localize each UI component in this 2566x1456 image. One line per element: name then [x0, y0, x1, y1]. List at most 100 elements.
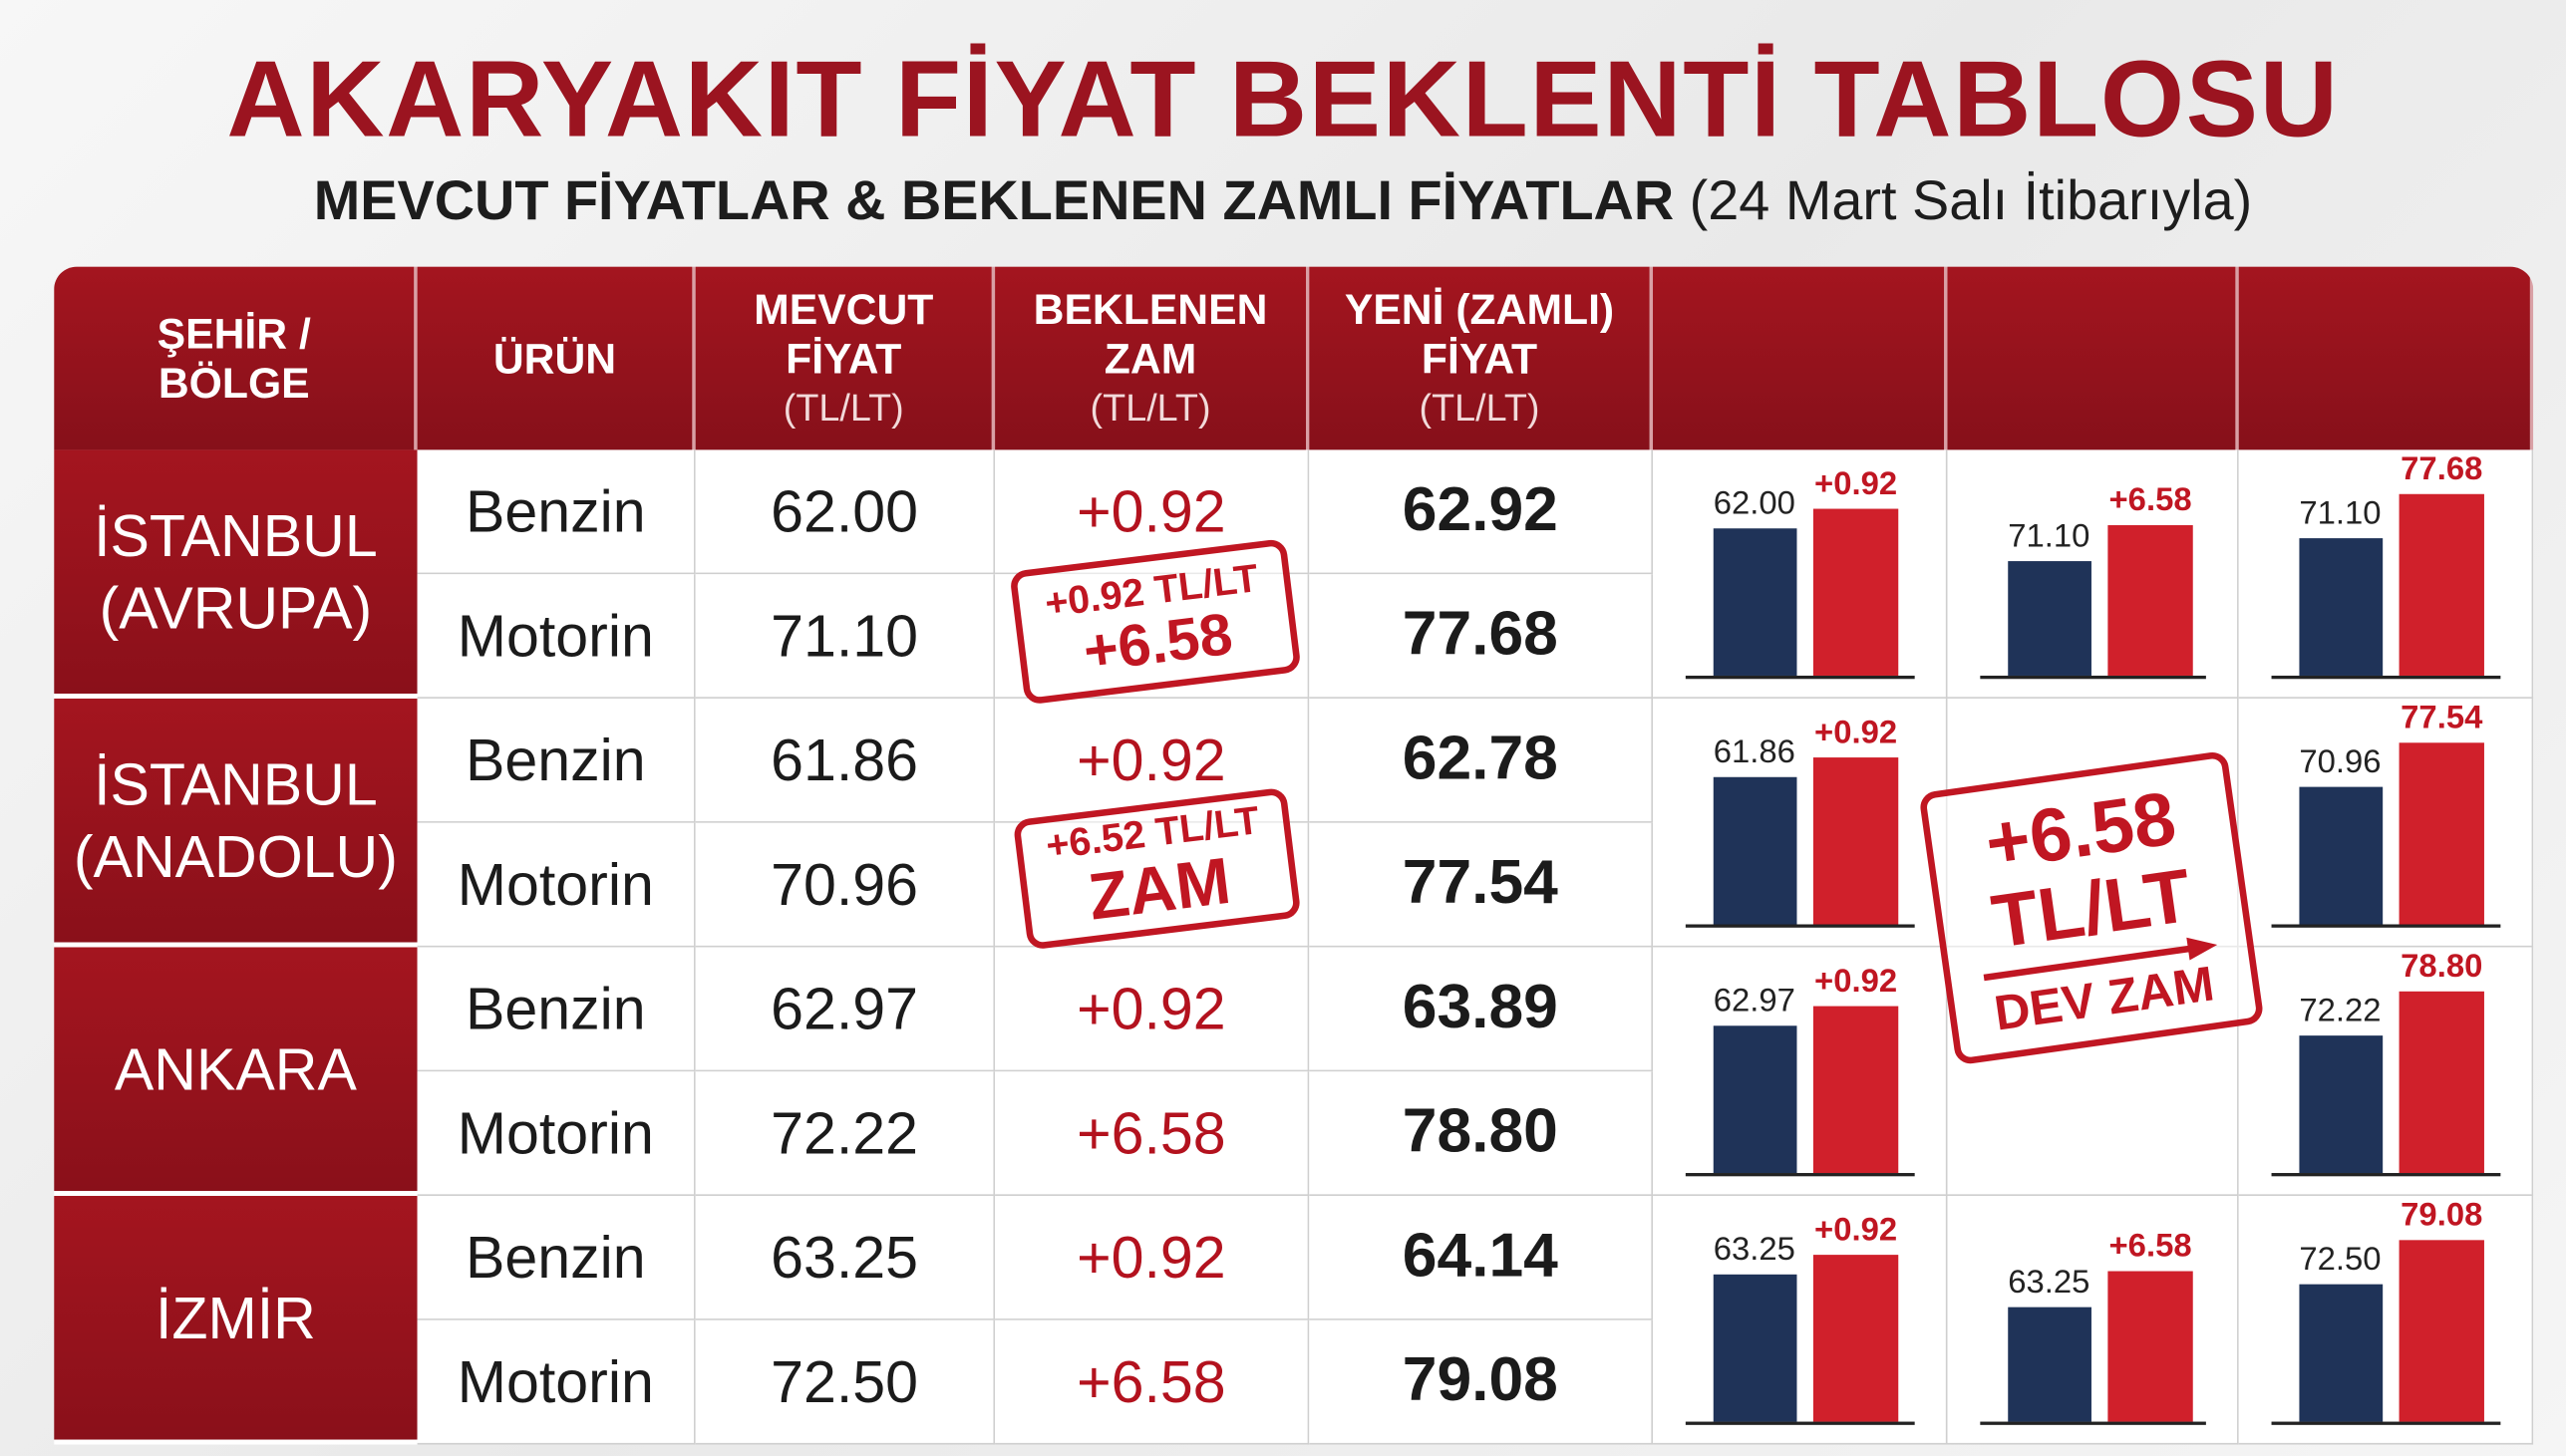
price-table: ŞEHİR / BÖLGE ÜRÜN MEVCUT FİYAT (TL/LT) BEKL…	[54, 266, 2534, 1448]
new-price: 62.92	[1309, 449, 1654, 575]
chart-cell: 62.97 +0.92	[1653, 947, 1948, 1197]
bar-label: 72.50	[2299, 1241, 2382, 1279]
bar-label: 72.22	[2299, 993, 2382, 1029]
header-title: ÜRÜN	[492, 333, 617, 384]
chart-cell: 61.86 +0.92	[1653, 698, 1948, 948]
baseline	[2271, 675, 2501, 680]
bar-current	[2299, 1284, 2384, 1422]
expected-increase: +0.92	[995, 1196, 1310, 1320]
new-price: 78.80	[1309, 1071, 1654, 1197]
bar-new	[2399, 493, 2484, 676]
expected-increase: +6.58	[995, 1319, 1310, 1445]
bar-label: 63.25	[1713, 1232, 1795, 1269]
bar-label: 78.80	[2401, 949, 2483, 986]
stamp: +6.58 TL/LT DEV ZAM	[1918, 749, 2265, 1066]
bar-label: 62.00	[1713, 485, 1795, 522]
baseline	[1685, 1421, 1915, 1425]
chart-cell: 71.10 +6.58	[1947, 449, 2239, 699]
product: Motorin	[417, 822, 696, 948]
header-cell: ŞEHİR / BÖLGE	[54, 266, 418, 450]
current-price: 63.25	[695, 1196, 996, 1320]
baseline	[1980, 675, 2206, 680]
title: AKARYAKIT FİYAT BEKLENTİ TABLOSU	[226, 37, 2340, 159]
bar-new	[2399, 991, 2484, 1174]
arrow-icon	[1983, 937, 2218, 981]
new-price: 64.14	[1309, 1196, 1654, 1320]
bar-label: 77.68	[2401, 451, 2483, 488]
current-price: 71.10	[695, 574, 996, 699]
current-price: 72.50	[695, 1319, 996, 1445]
subtitle-line: MEVCUT FİYATLAR & BEKLENEN ZAMLI FİYATLA…	[0, 170, 2566, 234]
bar-label: 70.96	[2299, 743, 2382, 781]
bar-current	[2008, 561, 2091, 676]
header-cell	[1947, 266, 2239, 450]
bar-label: +0.92	[1814, 1212, 1898, 1249]
stamp-text: +6.58	[1080, 599, 1236, 685]
header-cell	[1653, 266, 1948, 450]
bar-new	[2399, 742, 2484, 925]
bar-new	[1812, 1006, 1899, 1174]
baseline	[2271, 1421, 2501, 1425]
chart-cell: 63.25 +0.92	[1653, 1196, 1948, 1445]
header-title: BEKLENEN ZAM	[1033, 284, 1268, 384]
expected-increase: +6.58	[995, 1071, 1310, 1197]
product: Benzin	[417, 698, 696, 823]
chart-cell: 72.50 79.08	[2238, 1196, 2534, 1445]
header-unit: (TL/LT)	[783, 386, 904, 430]
header-unit: (TL/LT)	[1419, 386, 1540, 430]
new-price: 77.54	[1309, 822, 1654, 948]
baseline	[2271, 924, 2501, 928]
baseline	[1685, 1173, 1915, 1177]
region-name: ANKARA	[54, 947, 418, 1197]
baseline	[2271, 1173, 2501, 1177]
product: Motorin	[417, 1319, 696, 1445]
bar-current	[2008, 1307, 2091, 1422]
bar-new	[1812, 508, 1899, 676]
new-price: 79.08	[1309, 1319, 1654, 1445]
bar-new	[1812, 757, 1899, 925]
arrow	[1976, 931, 2222, 991]
chart-cell: 71.10 77.68	[2238, 449, 2534, 699]
header-cell: ÜRÜN	[417, 266, 696, 450]
header-title: YENİ (ZAMLI) FİYAT	[1344, 284, 1615, 384]
bar-label: +0.92	[1814, 465, 1898, 502]
product: Benzin	[417, 449, 696, 575]
header-title: ŞEHİR / BÖLGE	[157, 309, 311, 408]
bar-new	[1812, 1255, 1899, 1422]
bar-label: 63.25	[2008, 1264, 2090, 1302]
baseline	[1980, 1421, 2206, 1425]
current-price: 62.97	[695, 947, 996, 1072]
bar-label: 79.08	[2401, 1197, 2483, 1234]
baseline	[1685, 675, 1915, 680]
chart-cell: 72.22 78.80	[2238, 947, 2534, 1197]
bar-current	[2299, 538, 2384, 676]
region-name: İZMİR	[54, 1196, 418, 1445]
header-cell: MEVCUT FİYAT (TL/LT)	[695, 266, 996, 450]
current-price: 61.86	[695, 698, 996, 823]
header-unit: (TL/LT)	[1090, 386, 1211, 430]
bar-current	[2299, 786, 2384, 925]
bar-new	[2107, 1271, 2193, 1422]
subtitle: MEVCUT FİYATLAR & BEKLENEN ZAMLI FİYATLA…	[313, 169, 1675, 233]
bar-label: +0.92	[1814, 963, 1898, 1001]
region-name: İSTANBUL (AVRUPA)	[54, 449, 418, 699]
bar-label: +6.58	[2108, 1228, 2192, 1265]
new-price: 63.89	[1309, 947, 1654, 1072]
header-title: MEVCUT FİYAT	[754, 284, 934, 384]
header-cell: YENİ (ZAMLI) FİYAT (TL/LT)	[1309, 266, 1654, 450]
bar-label: 62.97	[1713, 983, 1795, 1019]
bar-current	[1713, 1274, 1797, 1422]
header-cell: BEKLENEN ZAM (TL/LT)	[995, 266, 1310, 450]
new-price: 62.78	[1309, 698, 1654, 823]
chart-cell: 62.00 +0.92	[1653, 449, 1948, 699]
current-price: 72.22	[695, 1071, 996, 1197]
stamp-text: ZAM	[1085, 844, 1235, 934]
product: Motorin	[417, 574, 696, 699]
bar-current	[2299, 1035, 2384, 1174]
bar-label: +6.58	[2108, 482, 2192, 519]
current-price: 70.96	[695, 822, 996, 948]
bar-label: 71.10	[2299, 495, 2382, 532]
bar-current	[1713, 776, 1797, 925]
chart-cell: 63.25 +6.58	[1947, 1196, 2239, 1445]
